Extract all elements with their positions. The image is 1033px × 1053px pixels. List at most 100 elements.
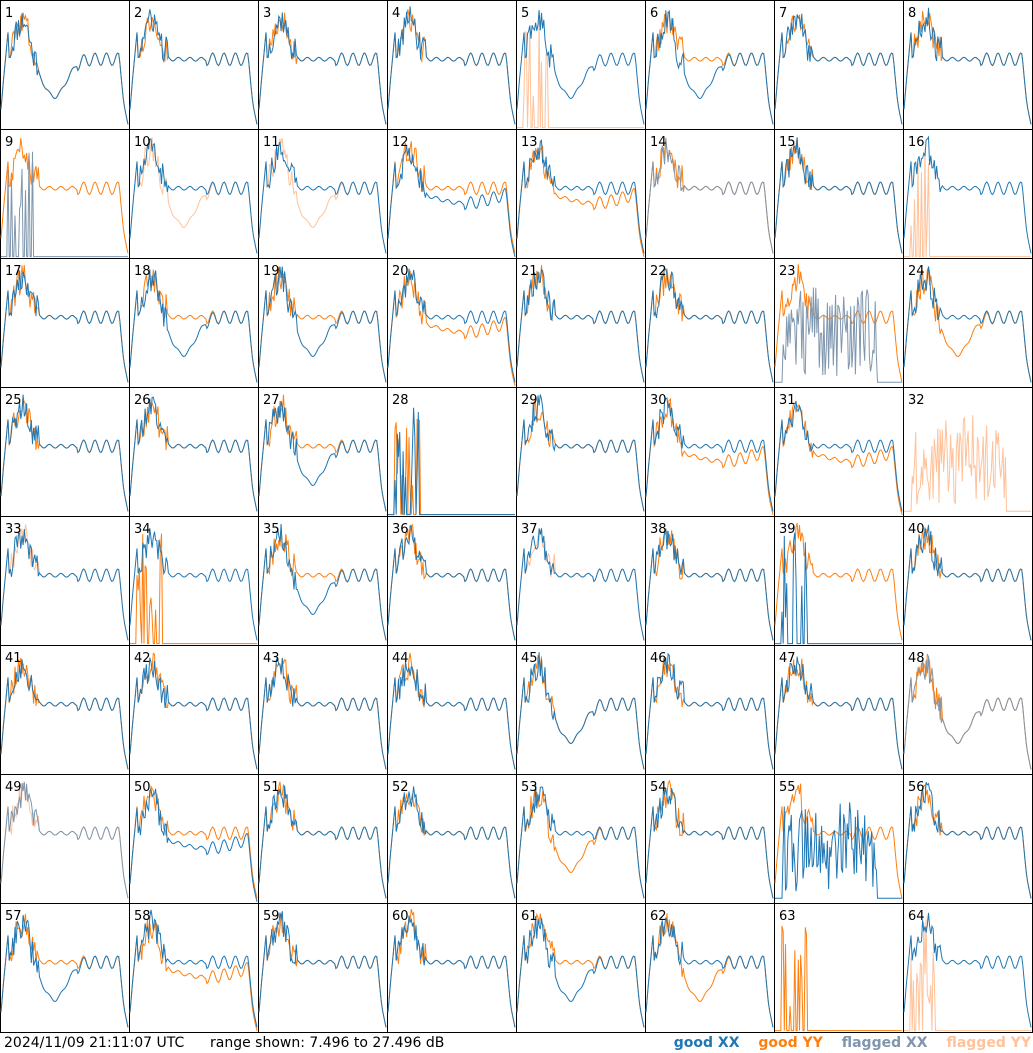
- panel-frame: [258, 774, 388, 904]
- panel-label: 55: [779, 780, 796, 795]
- trace-xx: [129, 909, 258, 1028]
- trace-xx: [0, 659, 129, 770]
- panel-frame: [258, 0, 388, 130]
- legend: good XX good YY flagged XX flagged YY: [660, 1034, 1031, 1053]
- panel-label: 21: [521, 264, 538, 279]
- trace-xx: [903, 912, 1032, 1028]
- panel-58: 58: [129, 903, 259, 1033]
- panel-label: 37: [521, 522, 538, 537]
- panel-label: 15: [779, 135, 796, 150]
- panel-57: 57: [0, 903, 130, 1033]
- trace-xx: [775, 802, 902, 899]
- panel-label: 56: [908, 780, 925, 795]
- panel-9: 9: [0, 129, 130, 259]
- panel-8: 8: [903, 0, 1033, 130]
- panel-label: 28: [392, 393, 409, 408]
- panel-label: 41: [5, 651, 22, 666]
- panel-label: 60: [392, 909, 409, 924]
- panel-20: 20: [387, 258, 517, 388]
- trace-xx: [258, 12, 387, 125]
- panel-48: 48: [903, 645, 1033, 775]
- panel-label: 61: [521, 909, 538, 924]
- panel-40: 40: [903, 516, 1033, 646]
- panel-39: 39: [774, 516, 904, 646]
- panel-32: 32: [903, 387, 1033, 517]
- panel-50: 50: [129, 774, 259, 904]
- panel-11: 11: [258, 129, 388, 259]
- trace-xx: [903, 781, 1032, 899]
- panel-frame: [0, 0, 130, 130]
- trace-xx: [775, 287, 902, 383]
- panel-label: 38: [650, 522, 667, 537]
- trace-xx: [258, 266, 387, 383]
- panel-64: 64: [903, 903, 1033, 1033]
- panel-14: 14: [645, 129, 775, 259]
- panel-18: 18: [129, 258, 259, 388]
- trace-xx: [645, 917, 774, 1028]
- panel-label: 4: [392, 6, 400, 21]
- panel-29: 29: [516, 387, 646, 517]
- trace-xx: [0, 270, 129, 383]
- panel-21: 21: [516, 258, 646, 388]
- panel-46: 46: [645, 645, 775, 775]
- panel-25: 25: [0, 387, 130, 517]
- trace-yy: [516, 144, 645, 257]
- trace-xx: [903, 524, 1032, 641]
- panel-56: 56: [903, 774, 1033, 904]
- panel-label: 10: [134, 135, 151, 150]
- panel-34: 34: [129, 516, 259, 646]
- panel-label: 43: [263, 651, 280, 666]
- panel-37: 37: [516, 516, 646, 646]
- panel-label: 1: [5, 6, 13, 21]
- panel-label: 58: [134, 909, 151, 924]
- panel-label: 19: [263, 264, 280, 279]
- trace-xx: [129, 528, 258, 641]
- trace-xx: [129, 269, 258, 383]
- panel-label: 31: [779, 393, 796, 408]
- trace-xx: [903, 656, 1032, 770]
- panel-27: 27: [258, 387, 388, 517]
- trace-xx: [387, 661, 516, 770]
- trace-xx: [0, 394, 129, 512]
- trace-xx: [645, 139, 774, 254]
- trace-xx: [516, 652, 645, 770]
- trace-xx: [774, 656, 903, 770]
- panel-label: 35: [263, 522, 280, 537]
- trace-xx: [645, 787, 774, 899]
- trace-xx: [0, 781, 129, 899]
- panel-2: 2: [129, 0, 259, 130]
- panel-3: 3: [258, 0, 388, 130]
- panel-frame: [0, 903, 130, 1033]
- trace-xx: [645, 397, 774, 512]
- panel-frame: [0, 258, 130, 388]
- trace-yy: [904, 148, 1031, 258]
- trace-xx: [387, 6, 516, 125]
- panel-frame: [645, 258, 775, 388]
- panel-label: 64: [908, 909, 925, 924]
- panel-52: 52: [387, 774, 517, 904]
- panel-label: 8: [908, 6, 916, 21]
- panel-label: 23: [779, 264, 796, 279]
- panel-frame: [903, 0, 1033, 130]
- legend-flagged-xx: flagged XX: [841, 1035, 928, 1051]
- panel-frame: [516, 258, 646, 388]
- panel-label: 2: [134, 6, 142, 21]
- panel-6: 6: [645, 0, 775, 130]
- panel-label: 9: [5, 135, 13, 150]
- trace-xx: [516, 784, 645, 899]
- panel-label: 36: [392, 522, 409, 537]
- panel-60: 60: [387, 903, 517, 1033]
- panel-label: 59: [263, 909, 280, 924]
- trace-yy: [774, 264, 903, 383]
- panel-frame: [903, 387, 1033, 517]
- panel-30: 30: [645, 387, 775, 517]
- trace-xx: [774, 137, 903, 254]
- panel-label: 39: [779, 522, 796, 537]
- trace-xx: [258, 400, 387, 512]
- panel-frame: [129, 0, 259, 130]
- panel-63: 63: [774, 903, 904, 1033]
- panel-5: 5: [516, 0, 646, 130]
- panel-frame: [774, 0, 904, 130]
- trace-xx: [645, 528, 774, 641]
- trace-xx: [903, 7, 1032, 125]
